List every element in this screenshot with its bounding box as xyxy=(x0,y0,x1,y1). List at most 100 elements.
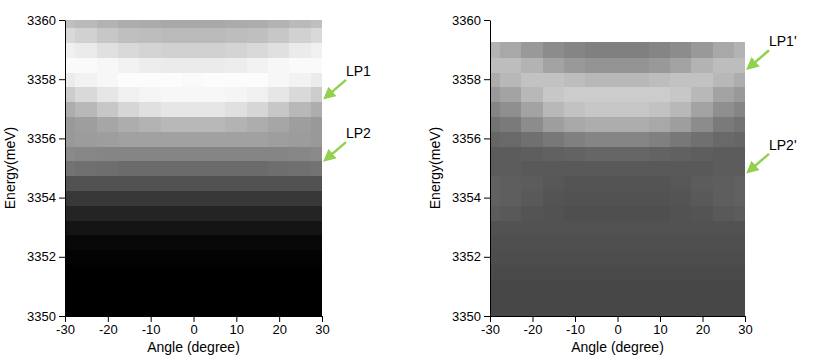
heatmap-cell xyxy=(268,101,291,117)
heatmap-cell xyxy=(713,71,736,87)
heatmap-cell xyxy=(182,116,205,132)
heatmap-cell xyxy=(606,175,629,191)
heatmap-cell xyxy=(628,145,651,161)
tick-mark xyxy=(533,316,534,322)
heatmap-cell xyxy=(289,264,312,280)
heatmap-cell xyxy=(97,205,120,221)
heatmap-cell xyxy=(500,131,523,147)
heatmap-cell xyxy=(289,101,312,117)
panel: -30-20-100102030335033523354335633583360… xyxy=(2,12,371,355)
heatmap-cell xyxy=(628,71,651,87)
heatmap-cell xyxy=(649,293,672,309)
heatmap-cell xyxy=(118,264,141,280)
heatmap-cell xyxy=(585,279,608,295)
heatmap-cell xyxy=(628,219,651,235)
figure: -30-20-100102030335033523354335633583360… xyxy=(0,0,822,358)
heatmap-cell xyxy=(225,42,248,58)
heatmap-cell xyxy=(225,234,248,250)
heatmap-cell xyxy=(97,279,120,295)
tick: -20 xyxy=(524,316,543,337)
heatmap-cell xyxy=(670,234,693,250)
heatmap-cell xyxy=(247,145,270,161)
heatmap-cell xyxy=(543,279,566,295)
heatmap-cell xyxy=(543,101,566,117)
heatmap-cell xyxy=(161,249,184,265)
heatmap-cell xyxy=(628,293,651,309)
heatmap-cell xyxy=(268,20,291,28)
heatmap-cell xyxy=(247,279,270,295)
heatmap-cell xyxy=(628,205,651,221)
heatmap-cells xyxy=(490,42,745,316)
heatmap-cell xyxy=(691,264,714,280)
heatmap-cell xyxy=(289,20,312,28)
heatmap-cell xyxy=(139,175,162,191)
heatmap-cell xyxy=(500,293,523,309)
tick: -20 xyxy=(99,316,118,337)
heatmap-cell xyxy=(289,205,312,221)
heatmap-cell xyxy=(204,42,227,58)
tick: 3358 xyxy=(27,72,65,87)
heatmap-cell xyxy=(311,20,322,28)
heatmap-cell xyxy=(75,27,98,43)
heatmap-cell xyxy=(75,71,98,87)
heatmap-cell xyxy=(268,234,291,250)
heatmap-cell xyxy=(713,219,736,235)
heatmap-cell xyxy=(564,42,587,58)
annotation-label: LP2' xyxy=(769,137,797,153)
heatmap-cell xyxy=(628,190,651,206)
heatmap-cell xyxy=(118,131,141,147)
heatmap-cell xyxy=(585,145,608,161)
heatmap-cell xyxy=(521,160,544,176)
heatmap-cell xyxy=(521,293,544,309)
heatmap-cell xyxy=(268,27,291,43)
heatmap-cell xyxy=(606,308,629,316)
heatmap-cell xyxy=(670,116,693,132)
heatmap-cell xyxy=(311,27,322,43)
heatmap-cell xyxy=(182,86,205,102)
heatmap-cell xyxy=(75,160,98,176)
tick-label: 0 xyxy=(614,322,621,337)
heatmap-cell xyxy=(734,264,745,280)
heatmap-cell xyxy=(139,160,162,176)
heatmap-cell xyxy=(289,234,312,250)
heatmap-cell xyxy=(670,57,693,73)
heatmap-cell xyxy=(118,57,141,73)
heatmap-cell xyxy=(289,249,312,265)
heatmap-cell xyxy=(734,308,745,316)
heatmap-cell xyxy=(734,190,745,206)
heatmap-cell xyxy=(161,264,184,280)
heatmap-cell xyxy=(500,234,523,250)
heatmap-cell xyxy=(734,101,745,117)
heatmap-cell xyxy=(204,86,227,102)
heatmap-cell xyxy=(585,234,608,250)
tick-label: 3354 xyxy=(27,190,56,205)
heatmap-cell xyxy=(97,57,120,73)
heatmap-cell xyxy=(247,57,270,73)
heatmap-cell xyxy=(97,71,120,87)
heatmap-cell xyxy=(204,293,227,309)
heatmap-cell xyxy=(204,205,227,221)
heatmap-cell xyxy=(311,308,322,316)
heatmap-cell xyxy=(670,219,693,235)
heatmap-cell xyxy=(139,131,162,147)
heatmap-cell xyxy=(268,308,291,316)
heatmap-cell xyxy=(161,279,184,295)
heatmap-cell xyxy=(268,279,291,295)
heatmap-cell xyxy=(564,234,587,250)
heatmap-cell xyxy=(182,249,205,265)
heatmap-cell xyxy=(75,219,98,235)
heatmap-cell xyxy=(182,145,205,161)
heatmap-cell xyxy=(289,42,312,58)
heatmap-cell xyxy=(182,264,205,280)
heatmap-cell xyxy=(628,175,651,191)
heatmap-cell xyxy=(204,101,227,117)
tick-mark xyxy=(59,138,65,139)
heatmap-cell xyxy=(204,71,227,87)
heatmap-cell xyxy=(521,264,544,280)
heatmap-cell xyxy=(543,160,566,176)
heatmap-cell xyxy=(161,175,184,191)
heatmap-cell xyxy=(606,42,629,58)
heatmap-cell xyxy=(543,234,566,250)
heatmap-cell xyxy=(289,27,312,43)
heatmap-cell xyxy=(204,219,227,235)
